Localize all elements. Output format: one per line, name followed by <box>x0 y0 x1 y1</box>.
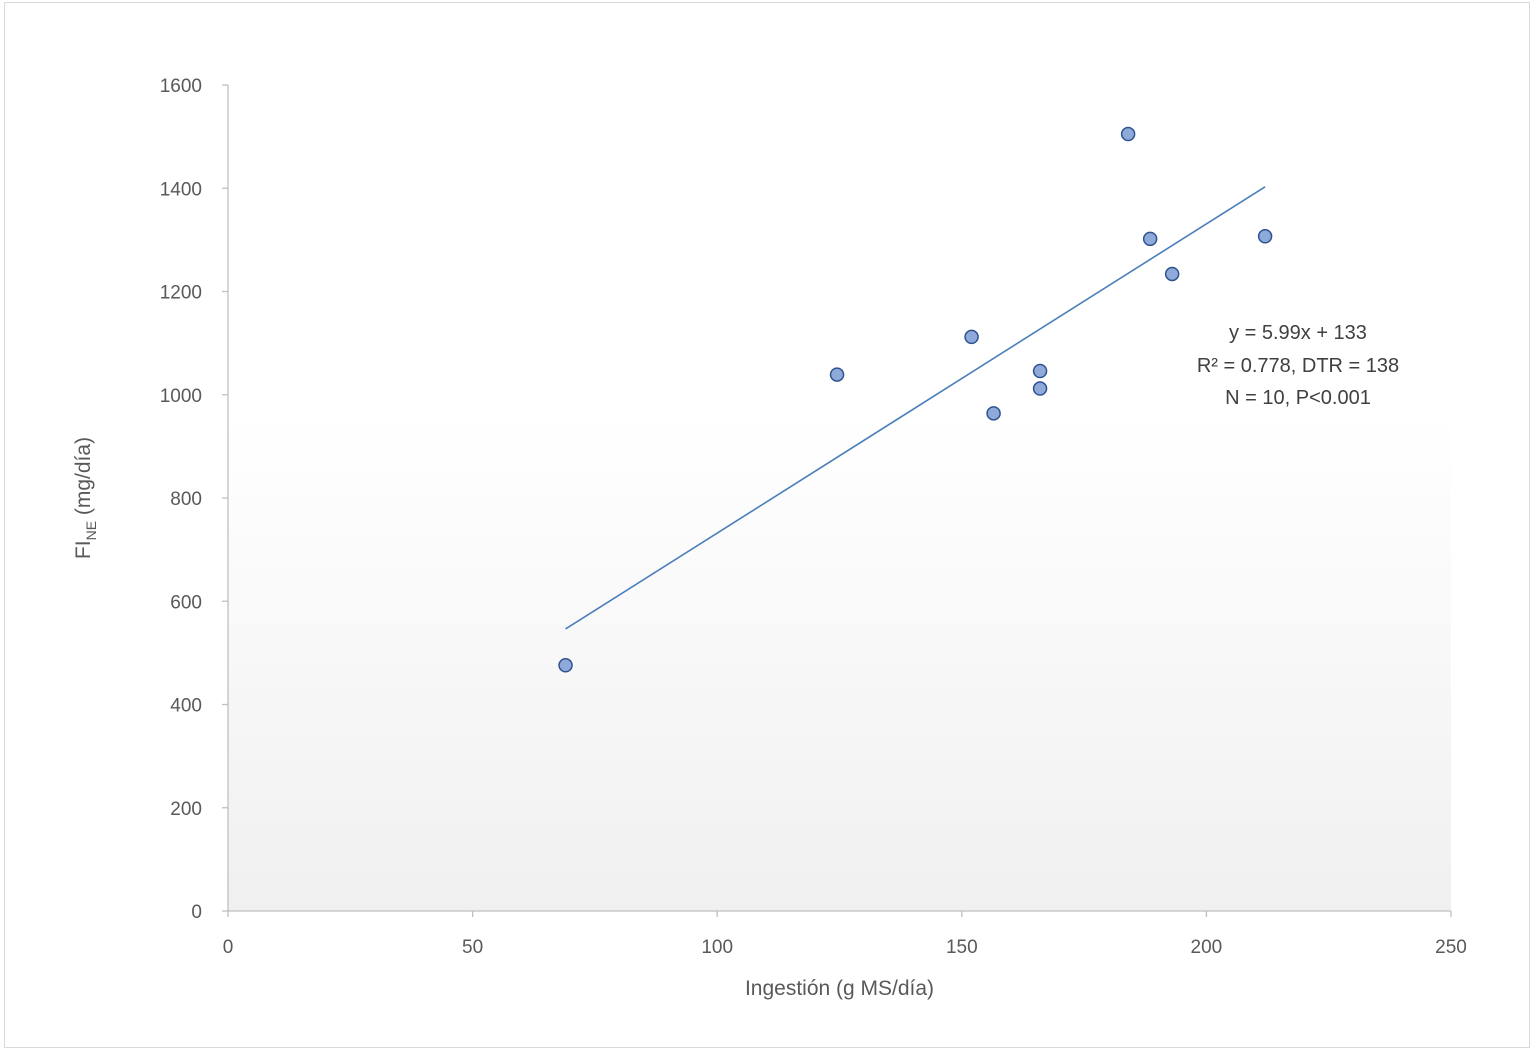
regression-r2: R² = 0.778, DTR = 138 <box>1197 355 1399 377</box>
y-tick-label: 400 <box>170 696 202 717</box>
data-point <box>964 329 979 345</box>
data-point <box>1142 231 1158 247</box>
y-tick-label: 0 <box>191 902 202 923</box>
y-tick-label: 1200 <box>160 283 202 304</box>
y-tick-label: 600 <box>170 592 202 613</box>
y-tick-label: 1600 <box>160 76 202 97</box>
x-tick-label: 0 <box>223 937 234 958</box>
trendline <box>565 186 1266 630</box>
plot-area <box>228 85 1451 911</box>
y-axis-title-rest: (mg/día) <box>72 437 95 521</box>
y-tick-label: 800 <box>170 489 202 510</box>
x-tick-label: 100 <box>701 937 733 958</box>
regression-equation: y = 5.99x + 133 <box>1229 322 1367 344</box>
x-tick-label: 250 <box>1435 937 1467 958</box>
x-tick-label: 150 <box>946 937 978 958</box>
y-tick-label: 1000 <box>160 386 202 407</box>
data-point <box>1257 229 1273 244</box>
data-point <box>1032 363 1048 379</box>
y-tick-label: 200 <box>170 799 202 820</box>
data-point <box>1164 266 1180 282</box>
data-point <box>829 367 845 382</box>
regression-n: N = 10, P<0.001 <box>1225 387 1371 409</box>
data-point <box>986 406 1001 421</box>
regression-annotation: y = 5.99x + 133 R² = 0.778, DTR = 138 N … <box>1197 322 1399 409</box>
data-point <box>1120 126 1136 142</box>
y-tick-label: 1400 <box>160 179 202 200</box>
y-axis-title: FINE (mg/día) <box>72 437 99 559</box>
data-point <box>1032 381 1048 396</box>
y-axis-title-main: FI <box>72 540 95 559</box>
x-tick-label: 50 <box>462 937 483 958</box>
data-point <box>558 658 573 673</box>
y-axis-title-subscript: NE <box>83 521 99 540</box>
x-tick-label: 200 <box>1191 937 1223 958</box>
x-axis-title: Ingestión (g MS/día) <box>745 977 934 1000</box>
